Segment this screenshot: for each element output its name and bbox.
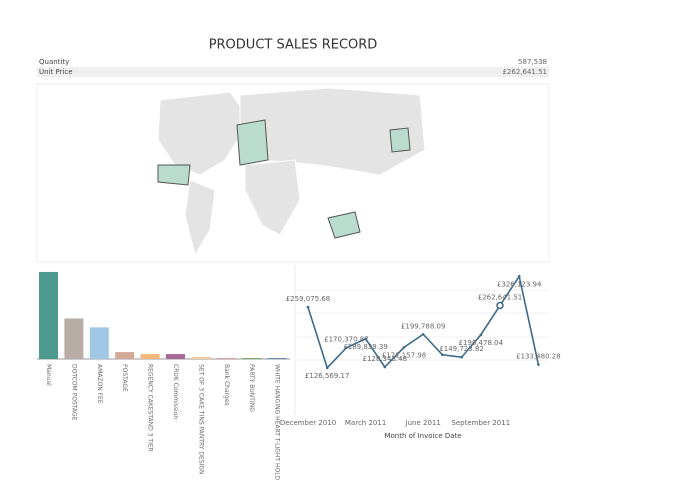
japan: [389, 127, 411, 153]
point: [537, 363, 540, 366]
data-label: £262,641.51: [478, 293, 523, 301]
x-tick-label: WHITE HANGING HEART T-LIGHT HOLDER: [274, 364, 281, 480]
bar: [64, 318, 84, 359]
point: [383, 365, 387, 369]
north-america: [157, 91, 251, 176]
x-tick-label: June 2011: [405, 419, 441, 427]
x-tick-label: CRUK Commission: [172, 364, 179, 419]
point: [325, 366, 329, 370]
data-label: £128,343.48: [363, 355, 408, 363]
x-tick-label: September 2011: [451, 419, 510, 427]
europe: [236, 119, 269, 166]
australia: [327, 211, 361, 239]
point: [517, 275, 521, 278]
point: [364, 337, 367, 341]
data-label: £199,788.09: [401, 322, 446, 330]
bar: [267, 358, 287, 359]
x-tick-label: DOTCOM POSTAGE: [70, 364, 77, 421]
point: [345, 346, 348, 350]
bar: [115, 352, 135, 359]
x-tick-label: December 2010: [280, 419, 336, 427]
data-label: £326,123.94: [497, 280, 542, 288]
south-america: [184, 179, 216, 257]
bar: [242, 358, 262, 359]
x-tick-label: REGENCY CAKESTAND 3 TIER: [147, 364, 154, 452]
summary-value: £262,641.51: [502, 68, 547, 76]
point: [421, 332, 425, 336]
map: [36, 83, 550, 263]
x-axis-title: Month of Invoice Date: [384, 432, 461, 440]
data-label: £198,478.04: [459, 339, 504, 347]
data-label: £259,075.68: [286, 295, 331, 303]
x-tick-label: March 2011: [345, 419, 386, 427]
data-label: £171,157.98: [382, 351, 427, 359]
bar: [39, 271, 58, 359]
bar: [191, 357, 211, 359]
bar: [140, 354, 160, 359]
point: [496, 301, 504, 310]
point: [460, 355, 463, 359]
data-label: £133,480.28: [516, 353, 561, 361]
africa: [244, 159, 301, 236]
summary-value: 587,538: [518, 58, 547, 66]
x-tick-label: AMAZON FEE: [96, 364, 103, 404]
x-tick-label: SET OF 3 CAKE TINS PANTRY DESIGN: [197, 364, 204, 475]
bar: [89, 327, 109, 359]
bar: [166, 354, 185, 359]
x-tick-label: Manual: [45, 364, 52, 386]
point: [441, 353, 444, 357]
data-label: £126,569.17: [305, 372, 350, 380]
point: [306, 305, 310, 309]
usa: [157, 164, 191, 186]
data-label: £149,723.82: [439, 345, 484, 353]
x-tick-label: Bank Charges: [223, 364, 230, 406]
title: PRODUCT SALES RECORD: [209, 38, 378, 53]
data-label: £189,839.39: [343, 343, 388, 351]
summary-row: [37, 57, 549, 67]
summary-label: Quantity: [39, 58, 69, 66]
x-tick-label: POSTAGE: [121, 364, 128, 392]
x-tick-label: PARTY BUNTING: [248, 364, 255, 412]
bar: [216, 358, 236, 359]
point: [479, 333, 483, 337]
data-label: £170,370.87: [324, 336, 369, 344]
summary-label: Unit Price: [39, 68, 73, 76]
summary-row: [37, 67, 549, 77]
point: [402, 346, 406, 349]
